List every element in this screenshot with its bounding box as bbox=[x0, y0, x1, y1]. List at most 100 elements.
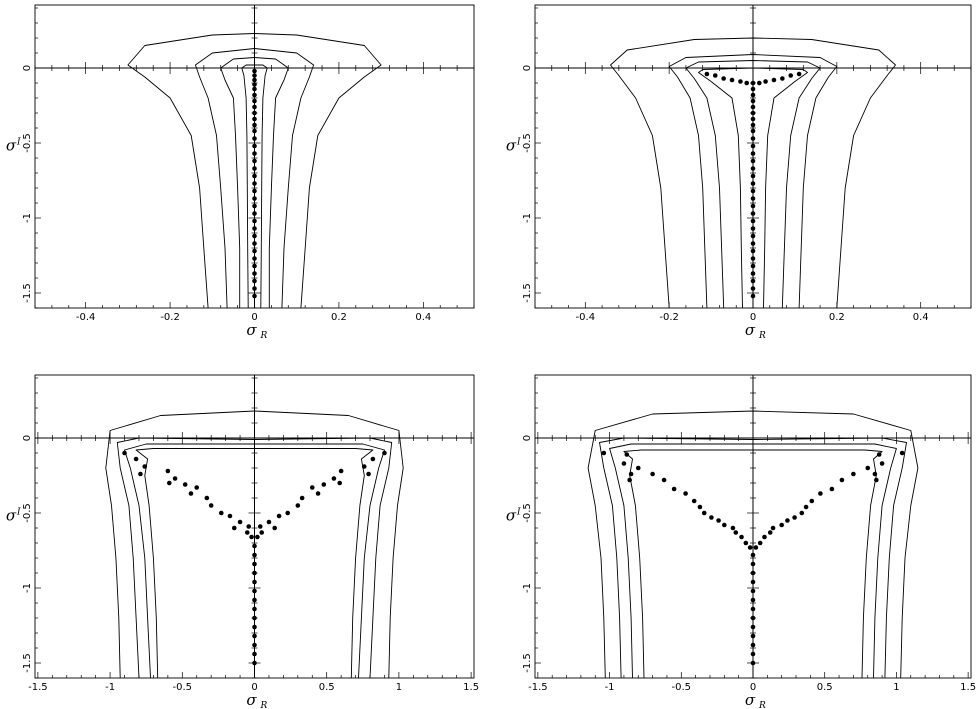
data-point bbox=[252, 606, 257, 612]
data-point bbox=[331, 476, 337, 481]
data-point bbox=[874, 477, 879, 483]
data-point bbox=[747, 545, 753, 550]
contour-line bbox=[668, 54, 838, 308]
data-point bbox=[750, 271, 756, 276]
data-point bbox=[792, 515, 797, 520]
data-point bbox=[208, 503, 214, 508]
data-point bbox=[750, 660, 756, 666]
y-tick-label: -0.5 bbox=[22, 133, 33, 153]
y-tick-label: 0 bbox=[522, 435, 533, 441]
data-point bbox=[252, 271, 257, 276]
data-point bbox=[218, 510, 224, 516]
contour-group bbox=[127, 33, 382, 308]
data-point bbox=[252, 211, 257, 216]
y-axis-label-subscript: I bbox=[16, 508, 21, 518]
data-point bbox=[750, 278, 756, 284]
data-point bbox=[252, 597, 257, 603]
data-point bbox=[750, 122, 756, 128]
data-point bbox=[252, 552, 257, 558]
data-point bbox=[361, 464, 367, 469]
x-axis-label: σ bbox=[745, 321, 756, 339]
x-tick-label: -1 bbox=[605, 682, 615, 693]
contour-line bbox=[124, 443, 385, 678]
data-point bbox=[299, 495, 305, 501]
data-point bbox=[252, 651, 257, 657]
x-tick-label: 1 bbox=[396, 682, 402, 693]
x-tick-label: 0 bbox=[750, 312, 756, 323]
contour-line bbox=[610, 37, 896, 308]
data-point bbox=[188, 491, 194, 496]
data-point bbox=[750, 597, 756, 603]
data-point bbox=[750, 633, 756, 639]
data-point bbox=[750, 98, 756, 104]
y-tick-label: 0 bbox=[522, 65, 533, 71]
contour-line bbox=[127, 33, 382, 308]
data-point bbox=[704, 71, 710, 77]
data-point bbox=[750, 173, 756, 179]
y-tick-label: -1.5 bbox=[522, 283, 533, 303]
data-point bbox=[172, 476, 178, 481]
data-point bbox=[266, 519, 272, 525]
x-tick-label: 1 bbox=[893, 682, 899, 693]
data-point bbox=[204, 495, 210, 501]
data-point bbox=[750, 256, 756, 261]
y-tick-label: 0 bbox=[22, 435, 33, 441]
data-point bbox=[750, 86, 756, 92]
data-point bbox=[767, 530, 773, 535]
data-point bbox=[716, 518, 721, 523]
data-point bbox=[739, 534, 744, 540]
data-point bbox=[252, 543, 257, 549]
x-tick-label: 0.2 bbox=[829, 312, 845, 323]
data-point bbox=[771, 77, 777, 83]
data-point bbox=[750, 181, 756, 186]
data-point bbox=[876, 452, 882, 457]
panel-top-left: -0.4 -0.2 0 0.2 0.40-0.5-1-1.5σ Rσ I bbox=[6, 4, 475, 341]
y-tick-label: -1.5 bbox=[22, 283, 33, 303]
data-point bbox=[252, 226, 257, 231]
data-point bbox=[276, 513, 282, 519]
data-point bbox=[750, 218, 756, 224]
data-point bbox=[721, 76, 726, 81]
contour-line bbox=[105, 410, 404, 678]
data-point bbox=[750, 233, 756, 239]
data-point bbox=[252, 110, 257, 116]
data-point bbox=[750, 128, 756, 134]
x-axis-label: σ bbox=[246, 691, 257, 709]
contour-line bbox=[609, 443, 897, 678]
contour-line bbox=[685, 60, 821, 308]
data-point bbox=[142, 464, 148, 469]
data-point bbox=[750, 116, 756, 122]
y-axis-label: σ bbox=[506, 137, 517, 155]
data-point bbox=[338, 468, 344, 474]
data-point bbox=[252, 248, 257, 254]
data-point bbox=[750, 143, 756, 149]
data-point bbox=[138, 471, 143, 477]
data-point bbox=[750, 166, 756, 171]
data-point bbox=[683, 491, 688, 496]
data-point bbox=[709, 515, 714, 520]
data-point bbox=[252, 579, 257, 585]
data-point bbox=[259, 530, 265, 535]
data-point bbox=[252, 256, 257, 261]
y-tick-label: -1 bbox=[22, 583, 33, 593]
data-point bbox=[770, 525, 776, 531]
data-point bbox=[249, 534, 254, 540]
data-point bbox=[730, 525, 736, 531]
data-point bbox=[244, 530, 250, 535]
data-point bbox=[252, 158, 257, 164]
data-point bbox=[799, 510, 805, 516]
data-point bbox=[255, 534, 260, 540]
x-tick-label: -0.4 bbox=[576, 312, 596, 323]
data-point bbox=[635, 465, 641, 471]
data-point bbox=[246, 524, 252, 529]
data-point bbox=[779, 522, 784, 528]
data-point bbox=[712, 73, 718, 78]
data-point bbox=[252, 77, 257, 83]
x-tick-label: 0.5 bbox=[319, 682, 335, 693]
data-point bbox=[839, 477, 845, 483]
data-point bbox=[252, 660, 257, 666]
data-point bbox=[382, 450, 387, 456]
contour-line bbox=[135, 448, 374, 678]
data-point bbox=[252, 624, 257, 630]
data-point bbox=[750, 588, 756, 594]
